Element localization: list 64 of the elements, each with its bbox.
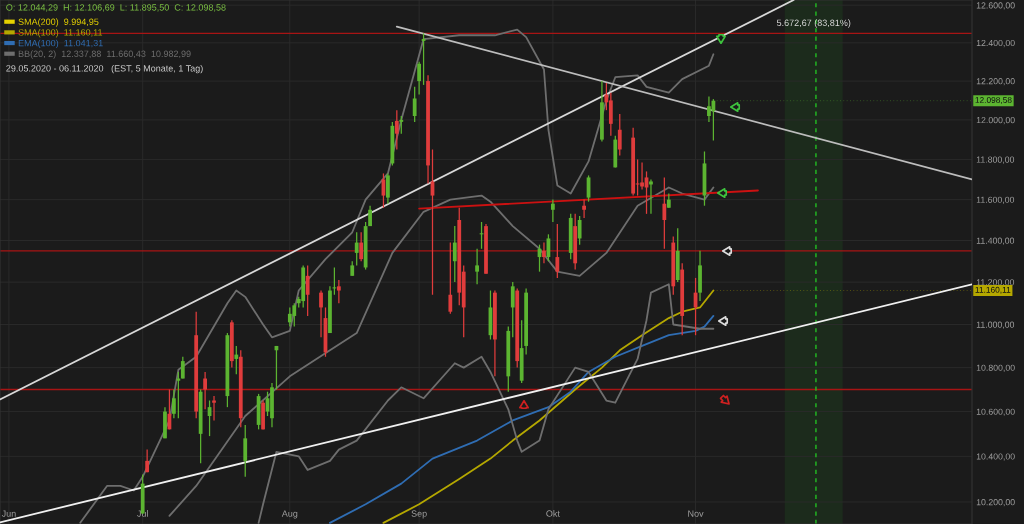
candlestick — [336, 279, 341, 304]
y-tick-label: 11.800,00 — [976, 156, 1015, 164]
candlestick — [608, 92, 613, 137]
y-tick-label: 10.600,00 — [976, 408, 1015, 416]
candlestick — [640, 161, 644, 191]
candlestick — [386, 172, 390, 205]
candlestick — [510, 281, 515, 338]
candlestick — [212, 395, 216, 422]
y-tick-label: 11.200,00 — [976, 279, 1015, 287]
y-tick-label: 11.000,00 — [976, 321, 1015, 329]
candlestick — [171, 388, 176, 419]
x-tick-label: Jun — [1, 510, 16, 517]
candlestick — [234, 345, 239, 375]
candlestick — [319, 289, 323, 338]
candlestick — [203, 371, 207, 410]
annotation: 12.098,58 — [975, 97, 1012, 104]
candlestick — [662, 176, 667, 250]
y-tick-label: 12.400,00 — [976, 39, 1015, 48]
line-series — [257, 283, 715, 524]
candlestick — [292, 302, 297, 328]
candlestick — [475, 248, 479, 285]
legend-label: SMA(200) 9.994,95 — [18, 18, 99, 27]
candlestick — [448, 241, 453, 315]
candlestick — [649, 178, 653, 215]
chart-title: O: 12.044,29 H: 12.106,69 L: 11.895,50 C: 12.098,58 — [6, 4, 226, 12]
y-tick-label: 10.800,00 — [976, 364, 1015, 372]
candlestick — [555, 223, 560, 279]
candlestick — [617, 113, 622, 157]
candlestick — [305, 264, 310, 317]
candlestick — [542, 241, 546, 264]
x-tick-label: Aug — [281, 510, 298, 519]
legend-label: EMA(100) 11.041,31 — [18, 39, 103, 49]
candlestick — [577, 215, 582, 246]
line-series — [329, 315, 715, 524]
candlestick — [287, 306, 292, 328]
y-tick-label: 12.000,00 — [976, 116, 1015, 125]
candlestick — [243, 424, 248, 478]
x-tick-label: Nov — [688, 510, 704, 517]
y-tick-label: 11.400,00 — [976, 237, 1015, 245]
candlestick — [707, 95, 711, 123]
candlestick — [180, 356, 185, 380]
x-tick-label: Sep — [411, 510, 427, 519]
candlestick — [394, 109, 399, 151]
y-tick-label: 10.400,00 — [976, 453, 1015, 461]
x-tick-label: Okt — [546, 510, 560, 517]
y-tick-label: 12.200,00 — [976, 78, 1015, 86]
candlestick — [550, 198, 555, 223]
candlestick — [354, 231, 359, 267]
candlestick — [452, 225, 457, 283]
candlestick — [412, 86, 417, 123]
y-tick-label: 10.200,00 — [976, 499, 1015, 507]
annotation: 11.160,11 — [975, 286, 1011, 294]
line-series — [168, 186, 715, 517]
candlestick — [582, 198, 586, 219]
text: 29.05.2020 - 06.11.2020 (EST, 5 Monate, 1 Tag) — [6, 64, 203, 74]
y-tick-label: 12.600,00 — [976, 2, 1015, 10]
band-label: 5.672,67 (83,81%) — [776, 19, 851, 28]
candlestick — [417, 61, 422, 96]
candlestick — [359, 231, 364, 262]
candlestick — [176, 371, 181, 419]
candlestick — [711, 98, 716, 142]
x-tick-label: Jul — [137, 510, 148, 517]
y-tick-label: 11.600,00 — [976, 196, 1015, 204]
legend-label: BB(20, 2) 12.337,88 11.660,43 10.982,99 — [18, 50, 191, 59]
